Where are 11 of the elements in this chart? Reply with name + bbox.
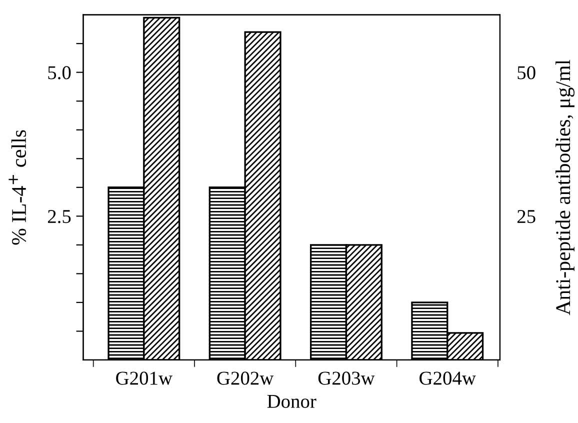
y-axis-title: % IL-4$^{+}$ cells (8, 130, 26, 245)
x-tick-label: G201w (116, 372, 172, 385)
x-tick-label: G204w (420, 372, 476, 385)
y-tick-label: 2.5 (48, 210, 71, 224)
y2-tick-label: 50 (518, 66, 536, 80)
x-axis-title: Donor (267, 395, 316, 408)
y-tick-label: 5.0 (48, 66, 71, 80)
y2-axis-title: Anti-peptide antibodies, μg/ml (556, 60, 574, 316)
y2-tick-label: 25 (517, 210, 536, 224)
x-tick-label: G202w (217, 372, 274, 385)
x-tick-label: G203w (318, 372, 375, 385)
